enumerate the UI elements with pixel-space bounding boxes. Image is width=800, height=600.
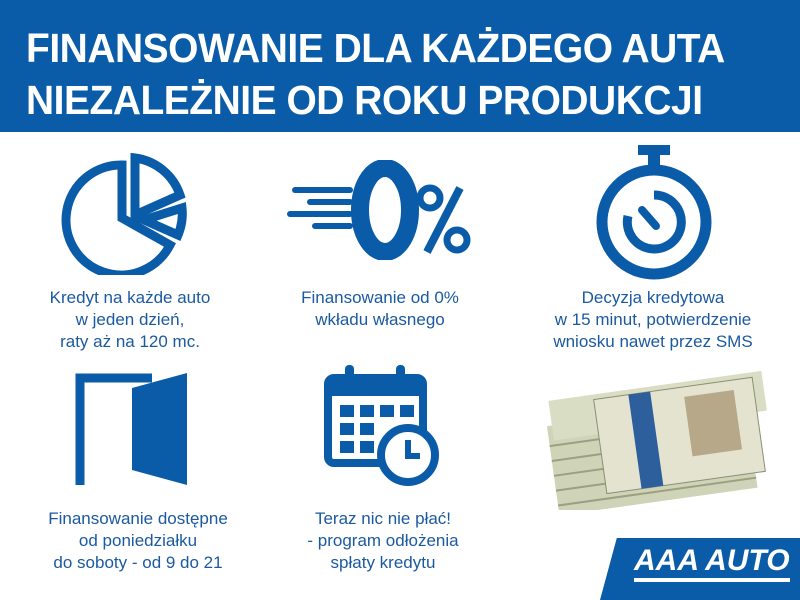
feature-caption-opening-hours: Finansowanie dostępne od poniedziałku do s…	[48, 509, 228, 572]
feature-caption-zero-downpayment: Finansowanie od 0% wkładu własnego	[301, 288, 459, 329]
feature-caption-deferred-payment: Teraz nic nie płać! - program odłożenia sp…	[307, 509, 459, 572]
stopwatch-icon	[596, 145, 712, 280]
feature-caption-credit: Kredyt na każde auto w jeden dzień, raty a…	[49, 288, 211, 351]
aaa-auto-logo: AAA AUTO	[600, 538, 800, 600]
calendar-clock-icon	[324, 365, 439, 486]
header-banner: FINANSOWANIE DLA KAŻDEGO AUTA NIEZALEŻNI…	[0, 0, 800, 132]
feature-caption-decision: Decyzja kredytowa w 15 minut, potwierdzen…	[553, 288, 753, 351]
zero-percent-icon	[287, 160, 471, 260]
pie-chart-icon	[61, 152, 187, 275]
open-door-icon	[75, 373, 187, 485]
headline-line-1: FINANSOWANIE DLA KAŻDEGO AUTA	[26, 25, 725, 71]
headline-line-2: NIEZALEŻNIE OD ROKU PRODUKCJI	[26, 77, 703, 123]
banknote-stack-image	[546, 370, 767, 510]
